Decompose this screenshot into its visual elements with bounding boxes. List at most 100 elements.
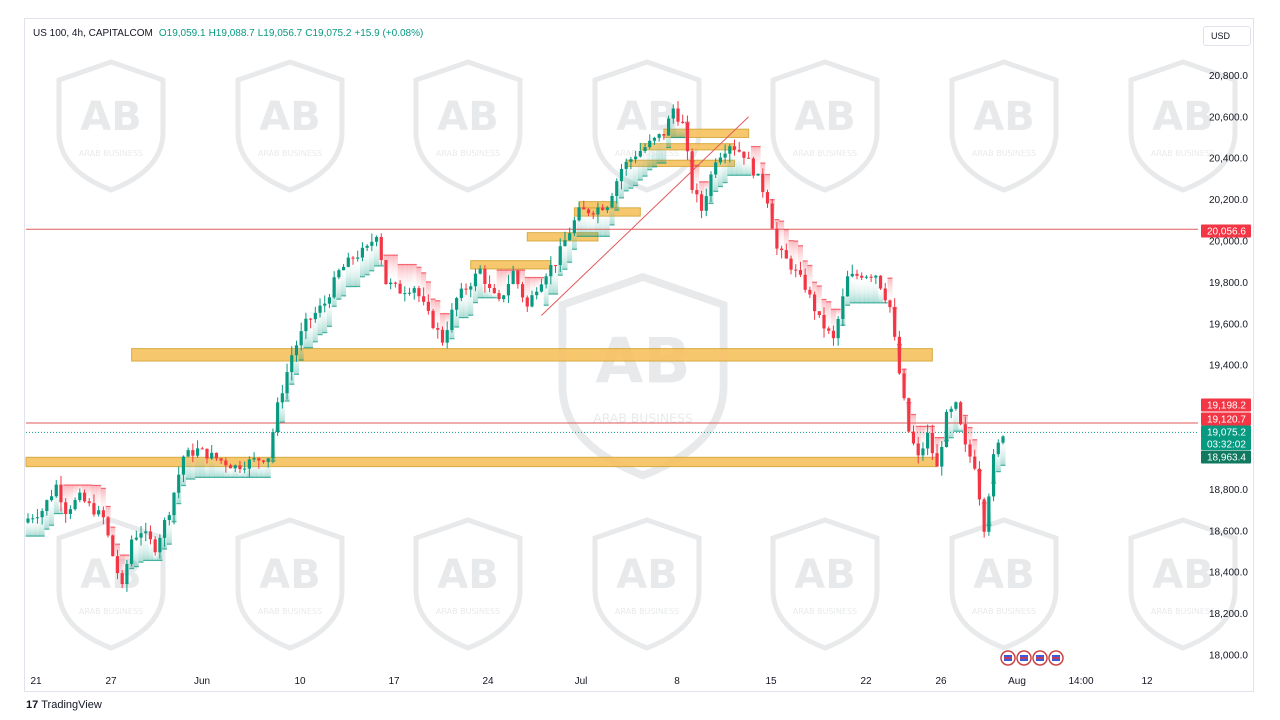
band-line [539,276,544,279]
band-line [350,285,356,288]
candle-body [26,518,30,523]
watermark-shield-icon [592,517,702,651]
band-line [534,276,540,279]
candle-body [294,345,299,356]
candle-body [973,456,977,469]
band-line [430,298,436,300]
band-line [793,240,799,242]
band-line [449,338,455,340]
zone-2 [470,260,552,270]
band-line [67,484,73,486]
band-segment [218,460,224,478]
band-line [760,162,766,164]
candle-body [699,194,704,211]
candle-body [125,563,129,585]
band-segment [265,458,271,478]
watermark-shield-icon [949,59,1059,193]
candle-body [431,310,435,329]
lower-band-tag-bg [1201,412,1251,426]
band-line [246,476,252,478]
band-segment [529,277,535,296]
band-line [49,524,55,526]
band-segment [788,240,794,270]
watermark-bottom-3: AB ARAB BUSINESS [592,517,702,651]
band-line [595,235,601,237]
band-line [251,476,257,478]
candle-body [888,300,892,308]
band-segment [887,278,893,308]
band-line [576,235,582,237]
candle-body [977,468,982,500]
band-segment [317,305,323,335]
candle-body [638,150,642,157]
band-line [496,269,502,271]
band-segment [204,458,210,478]
band-line [30,535,36,537]
candle-body [549,265,553,277]
watermark-text: ARAB BUSINESS [436,149,500,158]
horizontal-levels [26,116,1198,433]
candle-body [483,268,487,285]
watermark-layer: AB ARAB BUSINESS AB ARAB BUSINESS AB ARAB BUS… [56,59,1238,651]
candle-body [944,411,949,447]
candle-body [40,511,44,518]
band-line [656,162,662,164]
candle-body [459,288,463,299]
band-line [727,174,733,176]
band-segment [741,157,747,176]
band-segment [124,555,130,564]
band-line [854,302,860,304]
band-segment [835,309,841,319]
band-low-tag: 18,963.4 [1207,453,1246,464]
x-tick-label: Aug [1008,676,1026,687]
band-line [72,484,78,486]
band-segment [360,247,365,277]
candle-body [492,288,496,294]
watermark-text: ARAB BUSINESS [79,607,143,616]
band-line [482,297,488,299]
band-line [411,263,417,266]
candle-body [73,500,77,510]
time-axis: 21 27 Jun 10 17 24 Jul 8 15 22 26 Aug 14:00 12 [30,676,1153,687]
candle-body [747,157,751,159]
band-line [256,476,262,478]
candle-body [398,283,402,294]
candle-body [473,273,478,287]
band-line [802,260,808,262]
x-tick-label: Jun [194,676,210,687]
band-line [845,304,851,306]
band-line [214,476,219,478]
band-segment [261,461,267,478]
band-segment [143,531,149,561]
band-line [864,302,869,304]
band-line [402,263,408,266]
currency-button[interactable]: USD [1203,26,1251,46]
candle-body [506,283,511,296]
candle-body [1001,436,1005,443]
band-segment [722,153,728,183]
watermark-logo: AB [1152,94,1213,140]
candle-body [195,448,200,456]
candle-body [516,270,520,285]
candle-body [233,465,237,469]
candle-body [144,531,148,534]
candle-body [775,228,779,249]
zone-8 [663,128,750,138]
band-segment [350,258,356,287]
candle-body [455,298,459,310]
band-line [289,383,295,385]
x-tick-label: 12 [1141,676,1153,687]
band-segment [633,156,639,186]
band-segment [831,309,836,339]
band-line [619,197,624,199]
candle-body [153,539,157,553]
tradingview-logo-icon: 17 [26,699,39,711]
band-segment [995,442,1001,472]
band-line [708,202,714,205]
band-segment [152,552,158,561]
watermark-shield-icon [1128,59,1238,193]
band-segment [647,140,653,170]
band-line [416,266,422,268]
band-segment [312,312,318,342]
